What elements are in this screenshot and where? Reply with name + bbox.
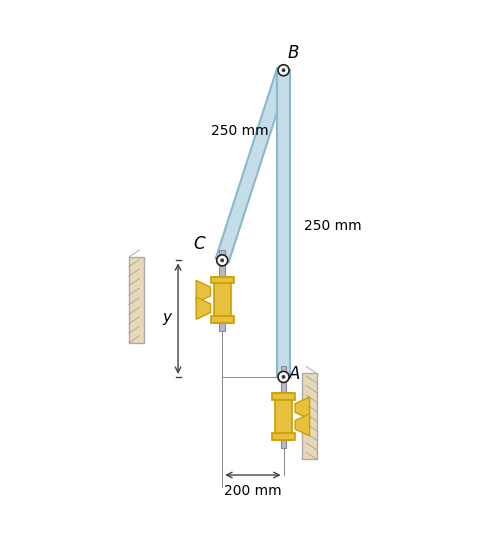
Text: $A$: $A$ <box>288 366 301 383</box>
Circle shape <box>282 69 285 72</box>
Bar <box>281 366 286 393</box>
Text: $B$: $B$ <box>287 44 300 62</box>
Bar <box>219 249 225 277</box>
Polygon shape <box>277 70 290 377</box>
Bar <box>129 257 144 343</box>
Circle shape <box>282 375 285 378</box>
Bar <box>272 433 295 440</box>
Bar <box>302 374 317 459</box>
Polygon shape <box>196 297 211 319</box>
Bar <box>211 317 234 323</box>
Bar <box>211 277 234 284</box>
Polygon shape <box>295 397 310 419</box>
Bar <box>272 393 295 400</box>
Polygon shape <box>216 68 290 262</box>
Text: 200 mm: 200 mm <box>224 483 282 498</box>
Bar <box>219 323 225 332</box>
Text: $C$: $C$ <box>193 235 206 253</box>
Polygon shape <box>196 280 211 303</box>
Circle shape <box>278 372 289 382</box>
Text: 250 mm: 250 mm <box>304 219 362 233</box>
Bar <box>275 393 292 440</box>
Circle shape <box>216 255 228 266</box>
Text: $y$: $y$ <box>162 311 173 327</box>
Circle shape <box>278 64 289 76</box>
Bar <box>281 440 286 448</box>
Polygon shape <box>295 414 310 436</box>
Bar <box>214 277 231 323</box>
Circle shape <box>221 259 224 262</box>
Text: 250 mm: 250 mm <box>211 124 268 138</box>
